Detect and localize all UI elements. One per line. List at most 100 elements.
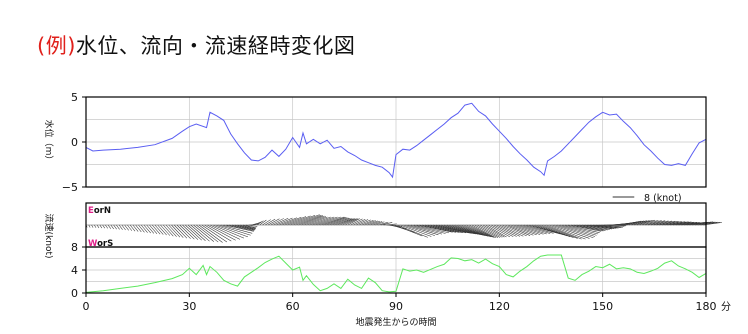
flow-vector xyxy=(515,224,544,235)
flow-vector xyxy=(424,224,463,233)
flow-vector xyxy=(295,214,322,226)
flow-vector xyxy=(165,224,177,237)
flow-vector xyxy=(259,219,267,226)
flow-vector xyxy=(592,224,621,228)
flow-vector xyxy=(378,221,389,226)
flow-vector xyxy=(328,217,349,226)
flow-vector xyxy=(223,224,254,232)
flow-vector xyxy=(576,224,608,231)
water-level-line xyxy=(85,102,707,179)
flow-vector xyxy=(380,222,393,226)
flow-vector xyxy=(88,224,91,228)
chart-title: (例)水位、流向・流速経時変化図 xyxy=(37,30,355,62)
flow-vector xyxy=(173,224,188,239)
flow-vector xyxy=(96,224,100,229)
flow-vector xyxy=(196,224,219,243)
flow-vector xyxy=(212,224,245,239)
flow-vector xyxy=(366,220,378,226)
flow-vector xyxy=(477,224,501,238)
flow-vector xyxy=(416,224,453,233)
flow-vector xyxy=(303,216,326,226)
flow-vector xyxy=(138,224,145,233)
flow-vector xyxy=(361,219,374,226)
flow-vector xyxy=(347,218,360,226)
flow-vector xyxy=(504,224,531,236)
flow-vector xyxy=(190,224,210,242)
grid-layer xyxy=(86,97,706,293)
flow-vector xyxy=(256,220,264,226)
flow-vector xyxy=(215,224,249,238)
flow-vector xyxy=(562,224,599,235)
flow-vector xyxy=(198,224,223,243)
flow-vector xyxy=(659,221,682,226)
flow-vector xyxy=(298,215,323,226)
flow-vector xyxy=(427,224,467,234)
flow-vector xyxy=(176,224,191,239)
flow-vector xyxy=(455,224,487,237)
flow-vector xyxy=(697,221,718,226)
flow-vector xyxy=(524,224,554,234)
flow-vector xyxy=(132,224,139,232)
flow-vector xyxy=(311,216,335,226)
flow-vector xyxy=(309,216,331,226)
flow-vector xyxy=(331,218,351,226)
flow-vector xyxy=(201,224,228,243)
flow-vector xyxy=(243,224,257,228)
flow-vector xyxy=(110,224,114,230)
flow-vector xyxy=(105,224,109,229)
flow-vector xyxy=(273,217,289,226)
flow-vector xyxy=(151,224,161,235)
flow-vector xyxy=(570,224,604,232)
flow-vector xyxy=(637,219,656,226)
flow-vector xyxy=(154,224,164,235)
flow-vector xyxy=(565,224,600,233)
flow-vector xyxy=(162,224,174,237)
flow-vector xyxy=(129,224,136,232)
flow-vector xyxy=(554,224,594,239)
flow-vector xyxy=(240,224,256,229)
flow-vector xyxy=(579,224,610,230)
flow-vector xyxy=(358,219,371,226)
flow-vector xyxy=(557,224,596,237)
flow-vector xyxy=(623,220,642,226)
xtick-label: 60 xyxy=(286,300,300,313)
flow-vector xyxy=(639,220,659,226)
flow-vector xyxy=(532,224,564,236)
flow-vector xyxy=(94,224,97,228)
flow-vector xyxy=(645,220,666,226)
xtick-label: 150 xyxy=(592,300,613,313)
water-level-y-label: 水位（m） xyxy=(43,120,55,165)
flow-vector xyxy=(460,224,490,237)
flow-vector xyxy=(300,215,325,226)
flow-vector xyxy=(441,224,479,235)
flow-vector xyxy=(438,224,476,235)
flow-vector xyxy=(419,224,457,233)
flow-vector xyxy=(143,224,151,234)
flow-vector xyxy=(543,224,578,239)
flow-vector xyxy=(193,224,215,242)
flow-vector xyxy=(99,224,103,229)
flow-vector xyxy=(626,220,645,226)
flow-vector xyxy=(264,218,276,226)
flow-vector xyxy=(513,224,541,235)
flow-vector xyxy=(548,224,586,240)
flow-vector xyxy=(661,221,686,226)
flow-vector xyxy=(209,224,241,240)
flow-vector xyxy=(322,217,346,226)
flow-vector xyxy=(344,218,359,226)
flow-vector xyxy=(281,216,302,226)
x-unit-label: 分 xyxy=(721,301,731,313)
wl-ytick-label: 0 xyxy=(71,136,78,149)
flow-vector xyxy=(587,224,617,229)
flow-vector xyxy=(218,224,251,236)
flow-vector xyxy=(306,216,328,226)
flow-vector xyxy=(234,224,256,230)
flow-vector xyxy=(127,224,133,231)
x-axis-label: 地震発生からの時間 xyxy=(355,316,436,328)
flow-vector xyxy=(694,221,716,226)
direction-label-top: EorN xyxy=(88,206,111,216)
flow-vector xyxy=(634,220,653,226)
wl-ytick-label: 5 xyxy=(71,91,78,104)
flow-vector xyxy=(220,224,253,234)
